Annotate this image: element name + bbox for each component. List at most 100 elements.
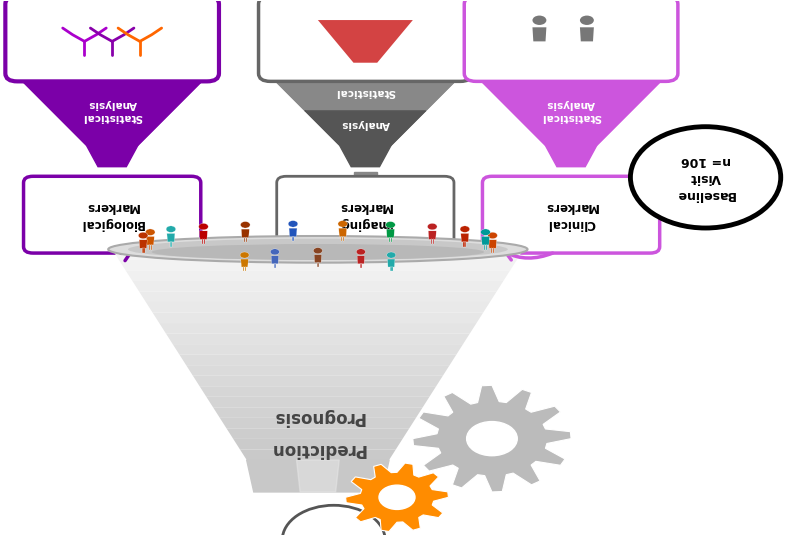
Text: Analysis: Analysis (341, 119, 390, 129)
Polygon shape (119, 260, 517, 270)
Polygon shape (241, 229, 249, 237)
Polygon shape (139, 240, 147, 248)
Polygon shape (357, 256, 364, 264)
Polygon shape (339, 228, 347, 237)
Polygon shape (271, 76, 461, 111)
Polygon shape (343, 237, 344, 241)
Circle shape (533, 16, 546, 25)
Polygon shape (318, 20, 413, 63)
Polygon shape (148, 245, 150, 250)
Polygon shape (533, 27, 546, 41)
Polygon shape (317, 263, 318, 267)
Polygon shape (296, 460, 339, 492)
Polygon shape (243, 267, 245, 271)
Polygon shape (199, 386, 436, 397)
Polygon shape (112, 249, 523, 260)
Polygon shape (291, 237, 293, 241)
Circle shape (480, 229, 491, 235)
Polygon shape (240, 449, 396, 460)
Text: Clinical
Markers: Clinical Markers (544, 200, 598, 230)
Polygon shape (186, 365, 449, 376)
Polygon shape (220, 418, 416, 428)
Circle shape (460, 226, 470, 233)
Polygon shape (481, 236, 490, 245)
Polygon shape (274, 264, 275, 268)
Circle shape (283, 505, 385, 536)
Circle shape (314, 248, 322, 254)
Circle shape (240, 252, 249, 258)
Polygon shape (293, 237, 295, 241)
FancyBboxPatch shape (277, 176, 454, 253)
Polygon shape (391, 267, 392, 271)
Polygon shape (226, 428, 409, 439)
Ellipse shape (108, 236, 527, 263)
Circle shape (387, 252, 395, 258)
Polygon shape (428, 231, 437, 240)
Polygon shape (204, 240, 205, 244)
Circle shape (241, 221, 250, 228)
Polygon shape (580, 27, 594, 41)
Polygon shape (244, 237, 245, 242)
Polygon shape (206, 397, 430, 407)
Polygon shape (245, 237, 247, 242)
Circle shape (338, 221, 348, 227)
Polygon shape (151, 245, 152, 250)
Polygon shape (433, 240, 434, 244)
FancyBboxPatch shape (483, 176, 660, 253)
Polygon shape (241, 259, 249, 267)
Text: Prognosis: Prognosis (272, 408, 364, 426)
Circle shape (580, 16, 594, 25)
Circle shape (379, 485, 415, 509)
Polygon shape (340, 145, 391, 167)
Circle shape (145, 229, 155, 235)
Text: Biological
Markers: Biological Markers (80, 200, 145, 230)
Polygon shape (213, 407, 422, 418)
Polygon shape (341, 237, 342, 241)
Polygon shape (167, 233, 175, 242)
Polygon shape (390, 267, 391, 271)
Polygon shape (152, 312, 484, 323)
Polygon shape (166, 333, 470, 344)
Polygon shape (413, 385, 571, 492)
Polygon shape (172, 344, 463, 355)
Circle shape (467, 422, 517, 456)
Polygon shape (202, 240, 203, 244)
Ellipse shape (128, 239, 508, 260)
Polygon shape (17, 76, 207, 145)
Polygon shape (193, 376, 443, 386)
Polygon shape (144, 248, 145, 253)
Polygon shape (476, 76, 666, 145)
Circle shape (271, 249, 279, 255)
Text: Statistical: Statistical (335, 87, 395, 97)
Text: Prediction: Prediction (270, 440, 366, 458)
Polygon shape (146, 236, 154, 245)
Polygon shape (245, 267, 246, 271)
Circle shape (138, 232, 148, 239)
Polygon shape (488, 240, 496, 248)
Circle shape (198, 224, 208, 230)
Polygon shape (389, 237, 390, 242)
Polygon shape (289, 228, 297, 237)
FancyBboxPatch shape (259, 0, 472, 81)
Polygon shape (387, 259, 395, 267)
Polygon shape (387, 229, 395, 237)
Polygon shape (139, 292, 497, 302)
Circle shape (166, 226, 175, 233)
Polygon shape (199, 231, 207, 240)
Polygon shape (271, 256, 279, 264)
Text: Imaging
Markers: Imaging Markers (338, 200, 392, 230)
Text: Statistical
Analysis: Statistical Analysis (82, 100, 142, 122)
FancyBboxPatch shape (6, 0, 219, 81)
Polygon shape (160, 323, 476, 333)
Ellipse shape (152, 244, 484, 260)
Polygon shape (493, 248, 494, 253)
Polygon shape (465, 242, 466, 247)
FancyBboxPatch shape (24, 176, 201, 253)
Circle shape (288, 221, 298, 227)
Circle shape (427, 224, 437, 230)
Polygon shape (345, 463, 449, 532)
Polygon shape (486, 245, 487, 250)
Polygon shape (87, 145, 138, 167)
Polygon shape (431, 240, 432, 244)
Circle shape (357, 249, 365, 255)
